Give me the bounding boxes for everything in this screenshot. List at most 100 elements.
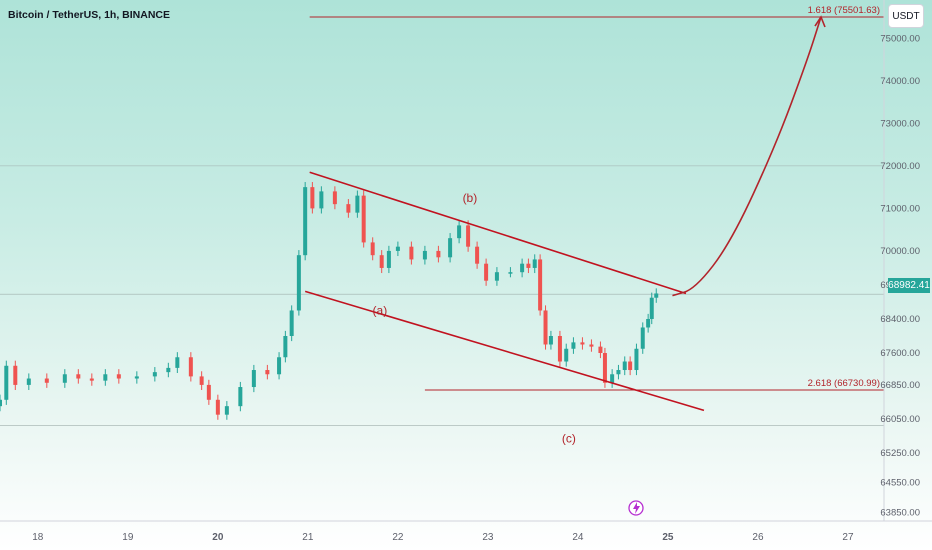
candle-body [361,195,366,243]
candle-body [436,250,441,258]
x-tick-label: 25 [662,532,674,543]
candle-body [466,225,471,247]
candle-body [166,367,171,373]
candle-body [457,225,462,239]
candle-body [44,378,49,383]
y-tick-label: 65250.00 [880,448,920,459]
candle-body [532,259,537,268]
candle-body [0,399,2,407]
candle-body [448,238,453,258]
candle-body [484,263,489,281]
candle-body [76,374,81,379]
y-tick-label: 68400.00 [880,314,920,325]
candle-body [640,327,645,349]
y-tick-label: 67600.00 [880,348,920,359]
wave-label-a: (a) [373,304,388,318]
y-tick-label: 73000.00 [880,118,920,129]
candle-body [409,246,414,260]
x-tick-label: 27 [842,532,854,543]
x-tick-label: 20 [212,532,224,543]
candle-body [526,263,531,268]
y-tick-label: 64550.00 [880,478,920,489]
channel-upper-line [309,171,687,295]
candle-body [103,374,108,381]
x-tick-label: 21 [302,532,314,543]
candle-body [610,374,615,383]
candle-body [634,348,639,371]
candle-body [224,406,229,415]
candle-body [628,361,633,371]
candle-body [238,387,243,407]
y-tick-label: 66050.00 [880,414,920,425]
candle-body [296,255,301,311]
candle-body [422,250,427,260]
candle-body [13,365,18,385]
candle-body [289,310,294,336]
y-tick-label: 72000.00 [880,161,920,172]
x-tick-label: 19 [122,532,134,543]
candle-body [386,250,391,268]
candle-body [26,378,31,385]
candle-body [649,297,654,319]
candle-body [370,242,375,256]
candle-body [265,370,270,375]
candle-body [564,348,569,362]
y-tick-label: 75000.00 [880,33,920,44]
lightning-icon [628,500,644,516]
channel-lower-line [304,290,705,412]
currency-button[interactable]: USDT [888,4,924,28]
candle-body [206,384,211,400]
candle-body [602,353,607,383]
candle-body [319,191,324,209]
y-tick-label: 63850.00 [880,507,920,518]
candle-body [116,374,121,379]
candle-body [508,272,513,274]
candle-body [251,370,256,388]
candle-body [215,399,220,415]
candle-body [89,378,94,381]
candle-body [589,344,594,347]
candle-body [277,357,282,375]
candle-body [152,372,157,377]
candle-body [548,335,553,345]
candle-body [543,310,548,345]
candle-body [283,335,288,358]
candle-body [134,376,139,379]
candle-body [303,187,308,256]
last-price-badge: 68982.41 [888,278,930,293]
candle-body [175,357,180,368]
candle-body [188,357,193,377]
x-tick-label: 23 [482,532,494,543]
candle-body [580,342,585,345]
wave-label-b: (b) [463,191,478,205]
candle-body [598,346,603,354]
candle-body [4,365,9,400]
candle-body [494,272,499,281]
candle-body [646,318,651,328]
candle-body [332,191,337,205]
candle-body [475,246,480,264]
wave-label-c: (c) [562,431,576,445]
candle-body [346,204,351,213]
x-tick-label: 24 [572,532,584,543]
candle-body [654,293,659,298]
candle-body [571,342,576,349]
y-tick-label: 71000.00 [880,203,920,214]
candle-body [538,259,543,311]
candle-body [557,335,562,362]
candle-body [310,187,315,209]
x-tick-label: 18 [32,532,44,543]
projection-arrow-head [814,15,826,28]
x-tick-label: 26 [752,532,764,543]
symbol-title[interactable]: Bitcoin / TetherUS, 1h, BINANCE [8,9,170,21]
fib-1618-label: 1.618 (75501.63) [808,5,880,16]
y-tick-label: 66850.00 [880,380,920,391]
projection-curve [672,16,822,297]
candle-body [355,195,360,213]
candle-body [62,374,67,383]
candle-body [622,361,627,371]
y-tick-label: 70000.00 [880,246,920,257]
candle-body [520,263,525,273]
